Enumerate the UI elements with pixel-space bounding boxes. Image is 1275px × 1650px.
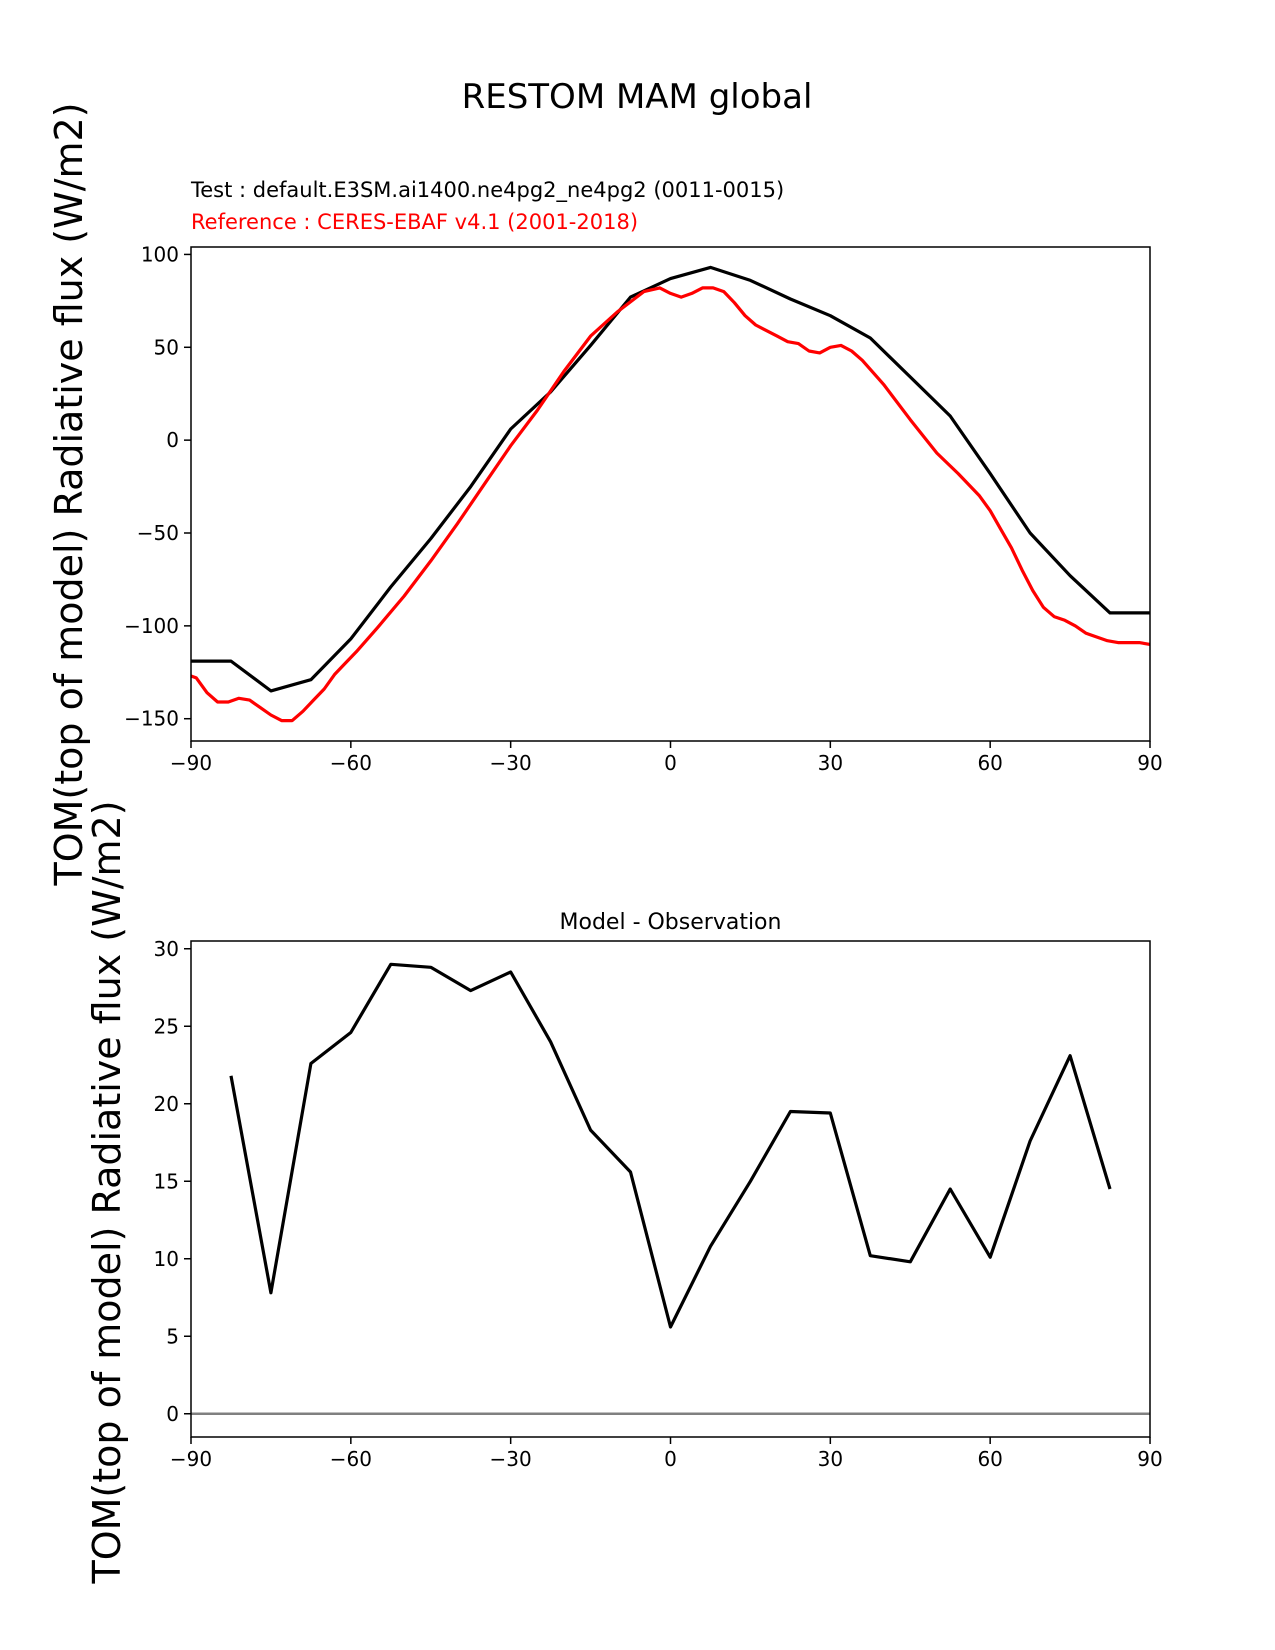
x-tick-label: 60 [977, 1447, 1002, 1471]
x-tick-label: 30 [818, 751, 843, 775]
y-tick-label: −150 [124, 707, 179, 731]
x-tick-label: 0 [664, 751, 677, 775]
axes-frame [190, 246, 1151, 742]
y-axis-label: TOM(top of model) Radiative flux (W/m2) [85, 800, 129, 1584]
subplot-title: Model - Observation [560, 910, 782, 935]
reference-label: Reference : CERES-EBAF v4.1 (2001-2018) [191, 210, 638, 234]
x-tick-label: 60 [977, 751, 1002, 775]
y-tick-label: 30 [154, 937, 179, 961]
y-tick-label: −100 [124, 614, 179, 638]
top-plot: −90 −60 −30 0 30 60 90 −150 −100 −50 0 50 100 TOM(top… [47, 102, 1163, 886]
x-tick-label: 90 [1137, 751, 1162, 775]
difference-series-line [229, 962, 1112, 1329]
y-tick-label: 15 [154, 1169, 179, 1193]
x-tick-label: −60 [330, 1447, 372, 1471]
y-tick-label: 20 [154, 1092, 179, 1116]
x-tick-label: −90 [170, 751, 212, 775]
y-tick-label: 25 [154, 1014, 179, 1038]
y-tick-label: 0 [166, 428, 179, 452]
x-tick-label: −30 [490, 1447, 532, 1471]
difference-plot: Model - Observation −90 −60 −30 0 30 60 90 0 5 10 1… [85, 800, 1163, 1584]
figure-title: RESTOM MAM global [462, 77, 813, 117]
x-tick-label: −90 [170, 1447, 212, 1471]
x-tick-label: 30 [818, 1447, 843, 1471]
x-tick-label: −30 [490, 751, 532, 775]
y-axis-label: TOM(top of model) Radiative flux (W/m2) [47, 102, 91, 886]
test-series-line [191, 265, 1150, 693]
y-tick-label: 0 [166, 1402, 179, 1426]
y-tick-label: 10 [154, 1247, 179, 1271]
axes-frame [190, 940, 1151, 1438]
x-tick-label: 0 [664, 1447, 677, 1471]
y-tick-label: 5 [166, 1324, 179, 1348]
test-label: Test : default.E3SM.ai1400.ne4pg2_ne4pg2… [190, 178, 784, 203]
y-tick-label: 100 [141, 242, 179, 266]
y-tick-label: 50 [154, 335, 179, 359]
x-tick-label: −60 [330, 751, 372, 775]
y-tick-label: −50 [137, 521, 179, 545]
reference-series-line [190, 286, 1151, 723]
x-tick-label: 90 [1137, 1447, 1162, 1471]
